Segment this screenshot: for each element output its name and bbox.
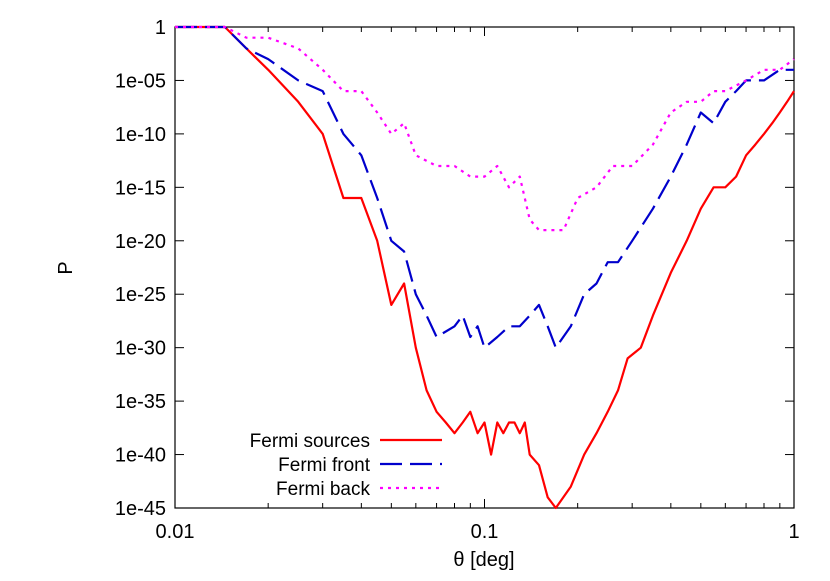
- y-tick-label: 1e-30: [115, 338, 166, 360]
- y-tick-label: 1e-40: [115, 445, 166, 467]
- y-tick-label: 1: [155, 17, 166, 39]
- x-tick-label: 0.01: [156, 521, 195, 543]
- y-tick-label: 1e-05: [115, 70, 166, 92]
- legend-label: Fermi back: [276, 479, 370, 500]
- legend-label: Fermi front: [278, 455, 371, 476]
- series-line-0: [175, 25, 795, 510]
- legend: Fermi sources Fermi front Fermi back: [250, 431, 442, 500]
- y-tick-label: 1e-20: [115, 231, 166, 253]
- x-tick-label: 0.1: [471, 521, 499, 543]
- series-line-2: [175, 25, 795, 232]
- legend-label: Fermi sources: [250, 431, 370, 452]
- y-tick-label: 1e-45: [115, 498, 166, 520]
- x-axis-label: θ [deg]: [453, 549, 514, 571]
- ticks: [174, 26, 795, 509]
- tick-labels: 0.01 0.1 1 1 1e-05 1e-10 1e-15 1e-20 1e-25 1e-30 1…: [115, 17, 800, 543]
- y-tick-label: 1e-10: [115, 124, 166, 146]
- y-tick-label: 1e-25: [115, 284, 166, 306]
- x-tick-label: 1: [788, 521, 799, 543]
- y-tick-label: 1e-15: [115, 177, 166, 199]
- series-lines: [175, 25, 795, 510]
- y-tick-label: 1e-35: [115, 391, 166, 413]
- series-line-1: [175, 25, 794, 349]
- y-axis-label: P: [55, 261, 77, 274]
